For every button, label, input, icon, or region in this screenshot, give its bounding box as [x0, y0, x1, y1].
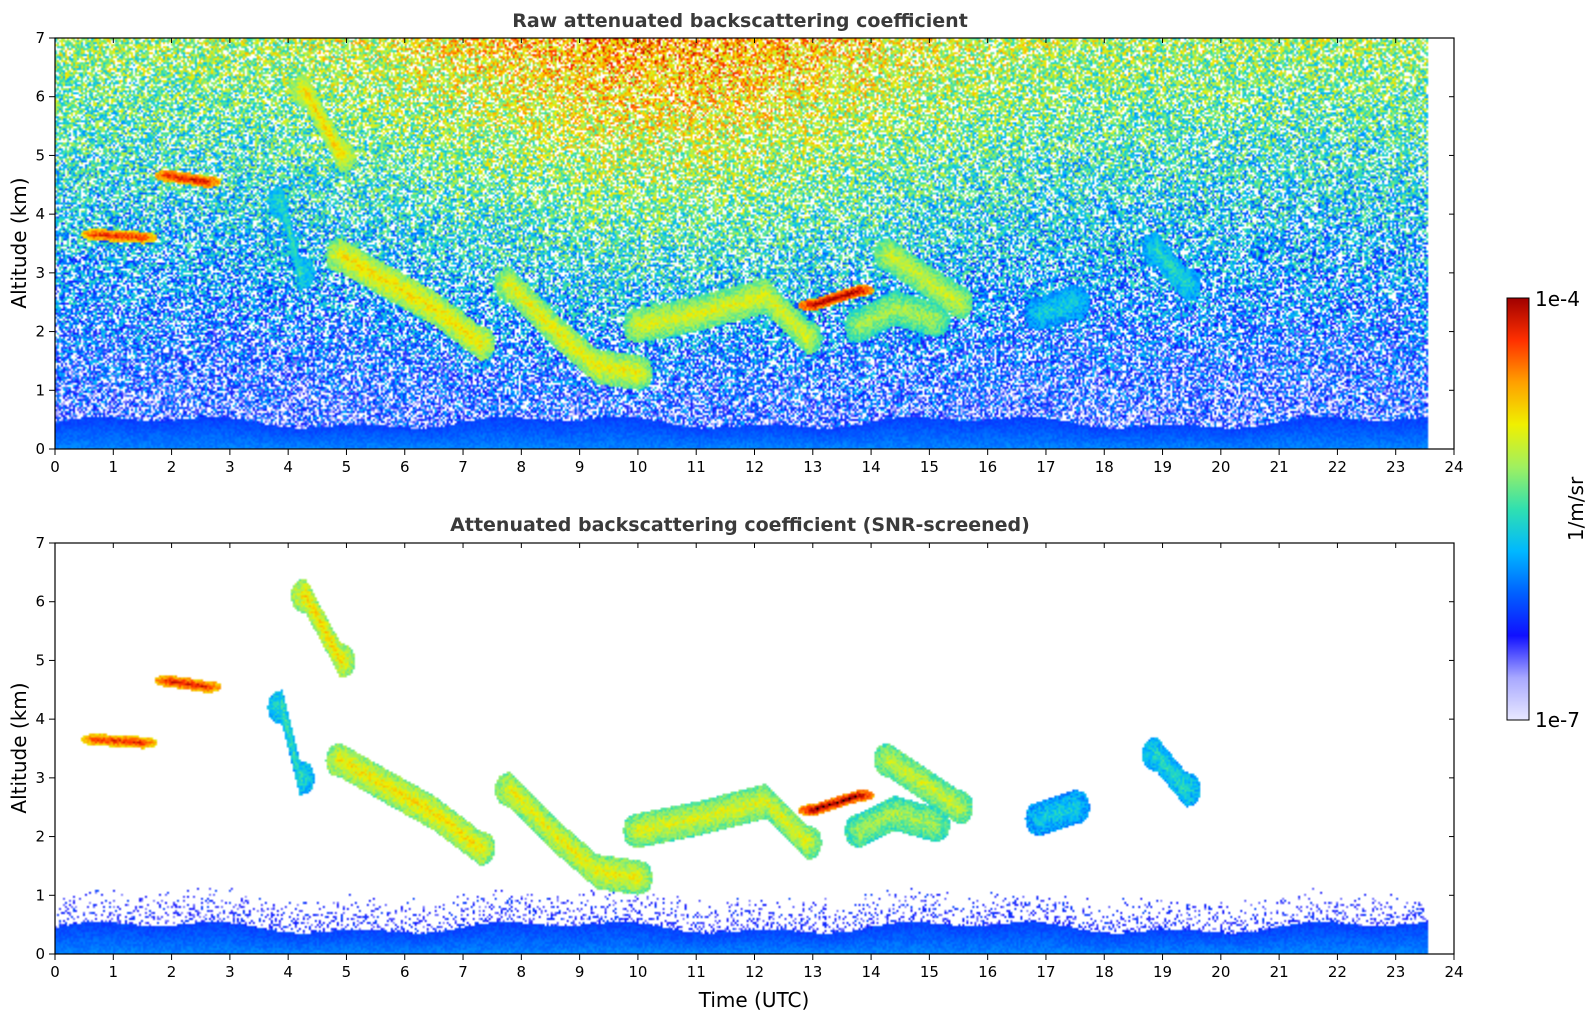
raw-backscatter-heatmap [55, 38, 1454, 449]
x-tick-label: 2 [167, 963, 177, 981]
x-tick-label: 0 [50, 963, 60, 981]
raw-x-axis: 0 1 2 3 4 5 6 7 8 9 10 11 12 13 14 15 16 17 18 19 20 21 22 23 24 [50, 38, 1464, 476]
y-tick-label: 7 [35, 534, 45, 552]
x-tick-label: 9 [575, 963, 585, 981]
x-tick-label: 12 [745, 963, 764, 981]
raw-y-axis: 0 1 2 3 4 5 6 7 [35, 29, 1454, 458]
x-tick-label: 4 [283, 458, 293, 476]
y-tick-label: 1 [35, 381, 45, 399]
x-tick-label: 7 [458, 458, 468, 476]
y-tick-label: 0 [35, 440, 45, 458]
colorbar: 1e-4 1e-7 1/m/sr [1506, 287, 1588, 732]
x-tick-label: 17 [1036, 458, 1055, 476]
x-tick-label: 6 [400, 458, 410, 476]
x-tick-label: 8 [517, 963, 527, 981]
x-tick-label: 11 [687, 963, 706, 981]
y-tick-label: 4 [35, 205, 45, 223]
x-tick-label: 3 [225, 458, 235, 476]
x-tick-label: 11 [687, 458, 706, 476]
x-tick-label: 10 [628, 963, 647, 981]
x-tick-label: 22 [1328, 963, 1347, 981]
x-tick-label: 20 [1211, 963, 1230, 981]
x-tick-label: 21 [1270, 458, 1289, 476]
screened-x-axis: 0 1 2 3 4 5 6 7 8 9 10 11 12 13 14 15 16 17 18 19 20 21 22 23 24 [50, 543, 1464, 981]
x-tick-label: 15 [920, 963, 939, 981]
x-tick-label: 16 [978, 458, 997, 476]
x-tick-label: 4 [283, 963, 293, 981]
x-tick-label: 24 [1444, 963, 1463, 981]
x-tick-label: 2 [167, 458, 177, 476]
x-tick-label: 1 [109, 963, 119, 981]
x-tick-label: 22 [1328, 458, 1347, 476]
x-axis-label: Time (UTC) [698, 988, 810, 1012]
y-tick-label: 3 [35, 769, 45, 787]
y-tick-label: 3 [35, 264, 45, 282]
x-tick-label: 15 [920, 458, 939, 476]
x-tick-label: 12 [745, 458, 764, 476]
x-tick-label: 18 [1095, 963, 1114, 981]
x-tick-label: 6 [400, 963, 410, 981]
y-tick-label: 5 [35, 146, 45, 164]
screened-y-axis: 0 1 2 3 4 5 6 7 [35, 534, 1454, 963]
x-tick-label: 9 [575, 458, 585, 476]
x-tick-label: 0 [50, 458, 60, 476]
y-tick-label: 6 [35, 593, 45, 611]
x-tick-label: 3 [225, 963, 235, 981]
x-tick-label: 18 [1095, 458, 1114, 476]
colorbar-min-label: 1e-7 [1535, 708, 1580, 732]
x-tick-label: 24 [1444, 458, 1463, 476]
x-tick-label: 23 [1386, 963, 1405, 981]
y-tick-label: 6 [35, 88, 45, 106]
y-tick-label: 4 [35, 710, 45, 728]
x-tick-label: 14 [862, 963, 881, 981]
x-tick-label: 7 [458, 963, 468, 981]
x-tick-label: 21 [1270, 963, 1289, 981]
x-tick-label: 14 [862, 458, 881, 476]
x-tick-label: 19 [1153, 963, 1172, 981]
x-tick-label: 8 [517, 458, 527, 476]
colorbar-max-label: 1e-4 [1535, 287, 1580, 311]
colorbar-frame [1506, 297, 1530, 721]
screened-backscatter-panel: Attenuated backscattering coefficient (S… [7, 514, 1464, 1012]
x-tick-label: 13 [803, 458, 822, 476]
x-tick-label: 13 [803, 963, 822, 981]
raw-panel-title: Raw attenuated backscattering coefficien… [512, 10, 968, 32]
x-tick-label: 1 [109, 458, 119, 476]
x-tick-label: 10 [628, 458, 647, 476]
y-tick-label: 2 [35, 828, 45, 846]
x-tick-label: 16 [978, 963, 997, 981]
screened-y-axis-label: Altitude (km) [7, 682, 31, 813]
x-tick-label: 5 [342, 458, 352, 476]
raw-y-axis-label: Altitude (km) [7, 177, 31, 308]
y-tick-label: 1 [35, 886, 45, 904]
x-tick-label: 17 [1036, 963, 1055, 981]
x-tick-label: 20 [1211, 458, 1230, 476]
y-tick-label: 5 [35, 651, 45, 669]
screened-panel-title: Attenuated backscattering coefficient (S… [450, 514, 1030, 536]
colorbar-gradient [1507, 298, 1529, 720]
y-tick-label: 7 [35, 29, 45, 47]
x-tick-label: 19 [1153, 458, 1172, 476]
y-tick-label: 0 [35, 945, 45, 963]
raw-backscatter-panel: Raw attenuated backscattering coefficien… [7, 10, 1464, 476]
screened-backscatter-heatmap [55, 543, 1454, 954]
x-tick-label: 5 [342, 963, 352, 981]
x-tick-label: 23 [1386, 458, 1405, 476]
y-tick-label: 2 [35, 323, 45, 341]
colorbar-unit-label: 1/m/sr [1564, 476, 1588, 541]
